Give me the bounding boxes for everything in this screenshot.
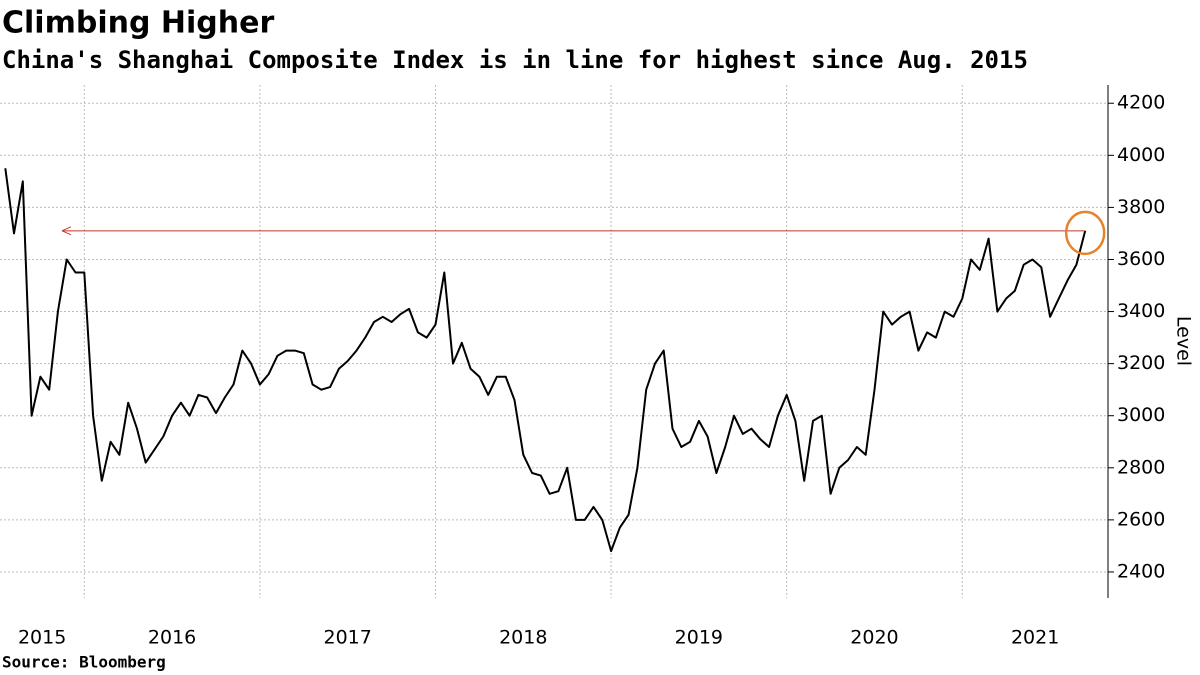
x-tick-label: 2019 <box>675 627 723 649</box>
data-line <box>4 168 1087 553</box>
y-tick-label: 4000 <box>1117 144 1165 166</box>
y-tick-label: 3200 <box>1117 352 1165 374</box>
y-tick-label: 4200 <box>1117 92 1165 114</box>
highlight-circle <box>1064 210 1106 256</box>
y-tick-label: 2400 <box>1117 560 1165 582</box>
x-tick-label: 2020 <box>850 627 898 649</box>
y-tick-label: 2600 <box>1117 508 1165 530</box>
arrow-head <box>61 226 72 236</box>
x-tick-label: 2015 <box>18 627 66 649</box>
chart-title: Climbing Higher <box>2 6 274 41</box>
x-tick-label: 2016 <box>148 627 196 649</box>
source: Source: Bloomberg <box>2 653 166 672</box>
x-tick-label: 2021 <box>1011 627 1059 649</box>
y-tick-label: 2800 <box>1117 456 1165 478</box>
x-tick-label: 2018 <box>499 627 547 649</box>
x-tick-label: 2017 <box>323 627 371 649</box>
y-tick-label: 3400 <box>1117 300 1165 322</box>
y-tick-label: 3000 <box>1117 404 1165 426</box>
y-tick-label: 3800 <box>1117 196 1165 218</box>
y-axis-label: Level <box>1173 316 1195 366</box>
chart-subtitle: China's Shanghai Composite Index is in l… <box>2 46 1028 74</box>
y-tick-label: 3600 <box>1117 248 1165 270</box>
